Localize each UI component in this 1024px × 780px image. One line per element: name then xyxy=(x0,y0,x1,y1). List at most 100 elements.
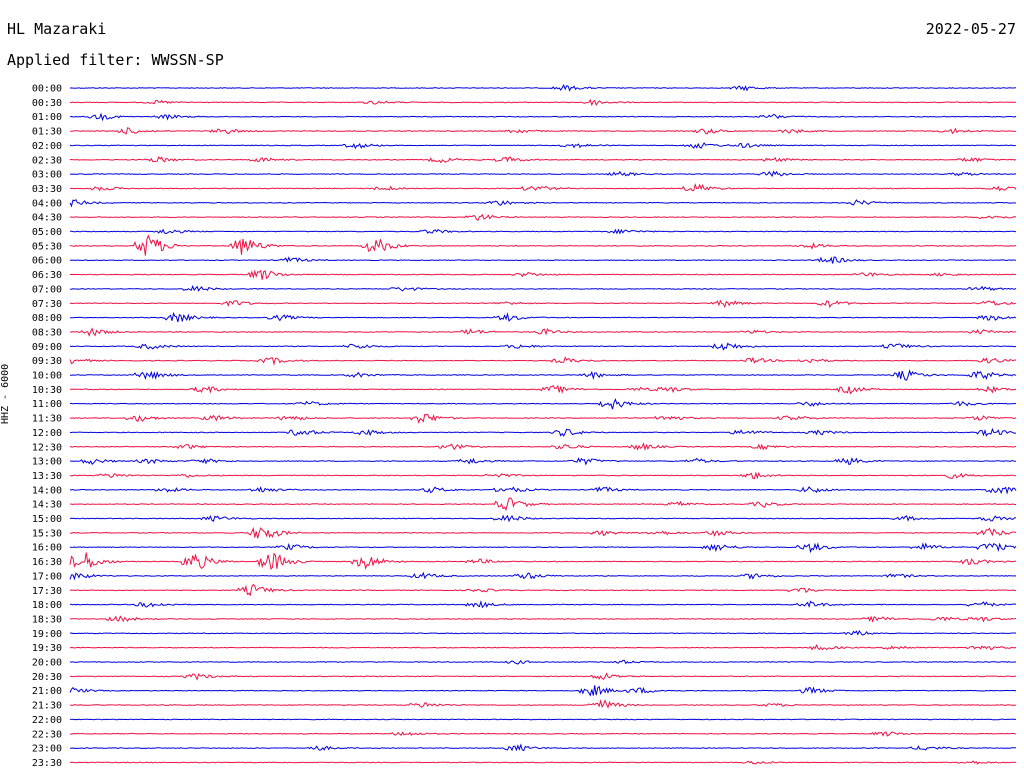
row-time-label: 11:30 xyxy=(32,414,62,425)
row-time-label: 18:30 xyxy=(32,614,62,625)
trace-line xyxy=(69,514,1017,523)
row-time-label: 16:00 xyxy=(32,543,62,554)
row-time-label: 19:30 xyxy=(32,643,62,654)
row-time-label: 02:30 xyxy=(32,155,62,166)
row-time-label: 22:00 xyxy=(32,715,62,726)
row-time-label: 06:30 xyxy=(32,270,62,281)
trace-line xyxy=(69,170,1017,178)
trace-line xyxy=(69,413,1017,425)
row-time-label: 06:00 xyxy=(32,256,62,267)
trace-line xyxy=(70,369,1017,381)
trace-line xyxy=(69,327,1017,337)
trace-line xyxy=(70,311,1017,323)
trace-line xyxy=(69,198,1017,208)
row-time-label: 23:30 xyxy=(32,758,62,769)
row-time-label: 10:30 xyxy=(32,385,62,396)
row-time-label: 17:00 xyxy=(32,571,62,582)
trace-line xyxy=(69,571,1017,581)
station-title: HL Mazaraki xyxy=(7,20,107,38)
row-time-label: 13:00 xyxy=(32,457,62,468)
trace-line xyxy=(70,234,1017,256)
row-time-label: 19:00 xyxy=(32,629,62,640)
trace-line xyxy=(69,659,1016,665)
row-time-label: 12:00 xyxy=(32,428,62,439)
trace-line xyxy=(69,427,1017,437)
trace-line xyxy=(69,285,1017,292)
row-time-label: 09:00 xyxy=(32,342,62,353)
trace-line xyxy=(69,552,1016,570)
trace-line xyxy=(69,442,1017,451)
row-time-label: 04:30 xyxy=(32,213,62,224)
trace-line xyxy=(69,457,1017,466)
trace-line xyxy=(70,269,1017,280)
trace-line xyxy=(69,526,1017,539)
trace-line xyxy=(69,644,1017,651)
trace-line xyxy=(69,760,1017,765)
trace-line xyxy=(69,141,1017,150)
trace-line xyxy=(69,299,1017,309)
row-time-label: 15:30 xyxy=(32,528,62,539)
row-time-label: 01:00 xyxy=(32,112,62,123)
trace-line xyxy=(69,384,1017,395)
row-time-label: 11:00 xyxy=(32,399,62,410)
row-time-label: 20:30 xyxy=(32,672,62,683)
row-time-label: 17:30 xyxy=(32,586,62,597)
row-time-label: 04:00 xyxy=(32,198,62,209)
row-time-label: 22:30 xyxy=(32,729,62,740)
trace-line xyxy=(70,228,1017,235)
row-time-label: 10:00 xyxy=(32,371,62,382)
row-time-label: 21:30 xyxy=(32,701,62,712)
trace-line xyxy=(69,155,1017,164)
row-time-label: 05:00 xyxy=(32,227,62,238)
trace-line xyxy=(69,127,1017,135)
trace-line xyxy=(69,685,1017,697)
trace-line xyxy=(70,600,1017,609)
row-time-label: 07:00 xyxy=(32,284,62,295)
row-time-label: 08:30 xyxy=(32,327,62,338)
trace-line xyxy=(69,342,1017,351)
filter-label: Applied filter: WWSSN-SP xyxy=(7,51,224,69)
trace-line xyxy=(69,615,1017,623)
trace-line xyxy=(69,486,1017,495)
trace-line xyxy=(69,743,1017,752)
row-time-label: 00:00 xyxy=(32,84,62,95)
row-time-label: 21:00 xyxy=(32,686,62,697)
row-time-label: 03:30 xyxy=(32,184,62,195)
row-time-label: 09:30 xyxy=(32,356,62,367)
trace-line xyxy=(69,718,1017,721)
row-time-label: 02:00 xyxy=(32,141,62,152)
row-time-label: 14:00 xyxy=(32,485,62,496)
trace-line xyxy=(70,672,1017,681)
trace-line xyxy=(69,497,1016,511)
trace-line xyxy=(69,112,1017,122)
row-time-label: 15:00 xyxy=(32,514,62,525)
row-time-label: 03:00 xyxy=(32,170,62,181)
row-time-label: 14:30 xyxy=(32,500,62,511)
trace-line xyxy=(69,630,1017,636)
trace-line xyxy=(69,731,1017,737)
row-time-label: 07:30 xyxy=(32,299,62,310)
trace-line xyxy=(69,356,1017,366)
row-time-label: 13:30 xyxy=(32,471,62,482)
row-time-label: 01:30 xyxy=(32,127,62,138)
row-time-label: 23:00 xyxy=(32,744,62,755)
trace-line xyxy=(69,213,1017,222)
trace-line xyxy=(70,183,1017,192)
trace-line xyxy=(69,98,1017,107)
trace-line xyxy=(69,84,1017,92)
row-time-label: 20:00 xyxy=(32,658,62,669)
trace-line xyxy=(69,256,1017,264)
trace-line xyxy=(69,398,1017,410)
date-label: 2022-05-27 xyxy=(925,20,1016,38)
trace-line xyxy=(69,542,1017,554)
row-time-label: 08:00 xyxy=(32,313,62,324)
row-time-label: 12:30 xyxy=(32,442,62,453)
row-time-label: 05:30 xyxy=(32,241,62,252)
row-time-label: 00:30 xyxy=(32,98,62,109)
row-time-label: 16:30 xyxy=(32,557,62,568)
row-time-label: 18:00 xyxy=(32,600,62,611)
trace-line xyxy=(70,471,1017,480)
trace-line xyxy=(69,698,1016,709)
trace-line xyxy=(69,583,1017,597)
